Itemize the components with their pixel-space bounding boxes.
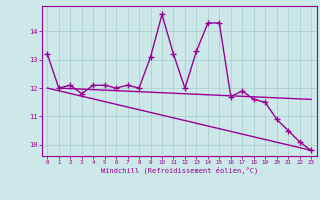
X-axis label: Windchill (Refroidissement éolien,°C): Windchill (Refroidissement éolien,°C): [100, 167, 258, 174]
